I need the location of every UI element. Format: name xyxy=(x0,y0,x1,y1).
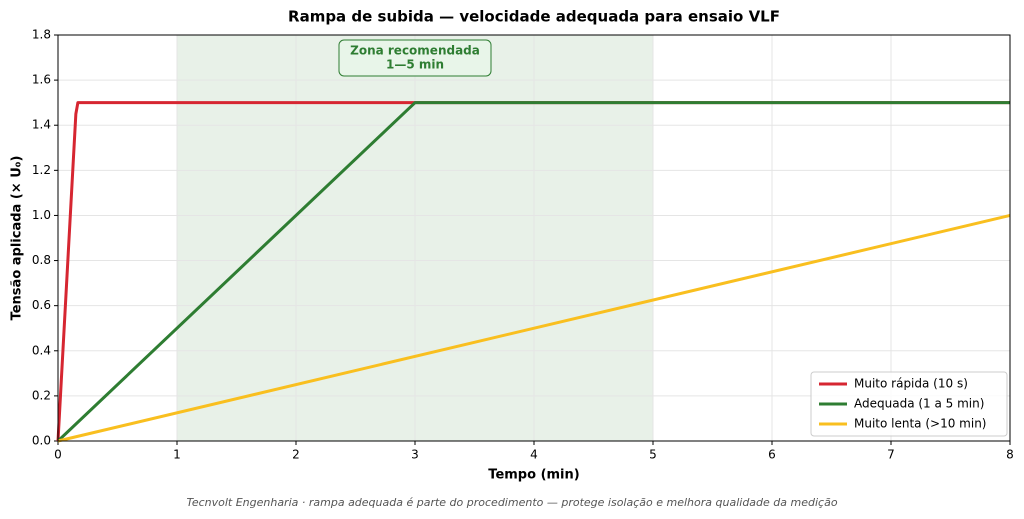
x-tick-label: 2 xyxy=(292,448,300,462)
x-tick-label: 8 xyxy=(1006,448,1014,462)
y-tick-label: 1.6 xyxy=(32,73,51,87)
y-tick-label: 1.4 xyxy=(32,118,51,132)
y-tick-label: 0.2 xyxy=(32,388,51,402)
y-tick-label: 0.8 xyxy=(32,253,51,267)
annotation-box xyxy=(338,39,492,77)
x-tick-label: 5 xyxy=(649,448,657,462)
annotation-text: Zona recomendada xyxy=(350,44,480,58)
x-tick-label: 6 xyxy=(768,448,776,462)
y-axis-label: Tensão aplicada (× U₀) xyxy=(10,156,25,321)
x-tick-label: 1 xyxy=(173,448,181,462)
series-line xyxy=(57,213,1011,443)
y-tick-label: 1.8 xyxy=(32,28,51,42)
legend-label: Adequada (1 a 5 min) xyxy=(854,397,984,411)
footer-note: Tecnvolt Engenharia · rampa adequada é p… xyxy=(186,496,837,509)
plot-frame xyxy=(57,34,1011,442)
y-tick-label: 1.2 xyxy=(32,163,51,177)
legend-label: Muito rápida (10 s) xyxy=(854,377,968,391)
series-line xyxy=(56,101,1010,443)
legend-box xyxy=(810,371,1008,437)
x-tick-label: 7 xyxy=(887,448,895,462)
chart-title: Rampa de subida — velocidade adequada pa… xyxy=(288,8,780,26)
legend-label: Muito lenta (>10 min) xyxy=(854,417,986,431)
y-tick-label: 0.4 xyxy=(32,343,51,357)
x-tick-label: 3 xyxy=(411,448,419,462)
y-tick-label: 0.6 xyxy=(32,298,51,312)
annotation-text: 1—5 min xyxy=(386,58,444,72)
y-tick-label: 0.0 xyxy=(32,434,51,448)
x-tick-label: 0 xyxy=(54,448,62,462)
y-tick-label: 1.0 xyxy=(32,208,51,222)
x-axis-label: Tempo (min) xyxy=(488,468,579,483)
x-tick-label: 4 xyxy=(530,448,538,462)
